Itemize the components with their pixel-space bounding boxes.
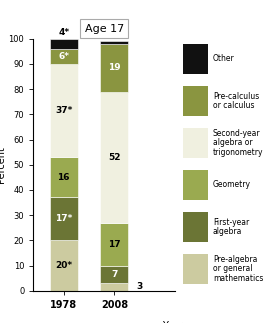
Bar (100, 223, 128, 266)
Text: Geometry: Geometry (213, 180, 251, 189)
Bar (100, 92, 128, 223)
Text: Other: Other (213, 54, 235, 63)
Text: 16: 16 (58, 173, 70, 182)
Y-axis label: Percent: Percent (0, 146, 6, 183)
Text: 20*: 20* (55, 261, 72, 270)
Bar (50, 240, 78, 291)
FancyBboxPatch shape (183, 86, 208, 116)
Text: 6*: 6* (58, 52, 69, 61)
Text: 3: 3 (136, 282, 142, 291)
FancyBboxPatch shape (183, 44, 208, 74)
Bar (50, 39, 78, 49)
Text: Pre-calculus
or calculus: Pre-calculus or calculus (213, 91, 259, 110)
Text: First-year
algebra: First-year algebra (213, 217, 249, 236)
Bar (50, 157, 78, 197)
Text: 17: 17 (108, 240, 121, 249)
Text: Year: Year (162, 321, 183, 323)
Text: 4*: 4* (58, 28, 69, 37)
FancyBboxPatch shape (183, 128, 208, 158)
Title: Age 17: Age 17 (85, 24, 124, 34)
Bar (50, 64, 78, 157)
Bar (100, 44, 128, 92)
FancyBboxPatch shape (183, 254, 208, 284)
Text: 1: 1 (111, 30, 118, 39)
Text: 37*: 37* (55, 106, 73, 115)
Bar (50, 49, 78, 64)
Bar (100, 41, 128, 44)
FancyBboxPatch shape (183, 170, 208, 200)
Text: 7: 7 (111, 270, 118, 279)
FancyBboxPatch shape (183, 212, 208, 242)
Text: Pre-algebra
or general
mathematics: Pre-algebra or general mathematics (213, 255, 263, 283)
Bar (50, 197, 78, 240)
Text: 19: 19 (108, 63, 121, 72)
Text: 52: 52 (108, 153, 121, 162)
Bar (100, 283, 128, 291)
Text: 17*: 17* (55, 214, 73, 224)
Bar (100, 266, 128, 283)
Text: Second-year
algebra or
trigonometry: Second-year algebra or trigonometry (213, 129, 264, 157)
